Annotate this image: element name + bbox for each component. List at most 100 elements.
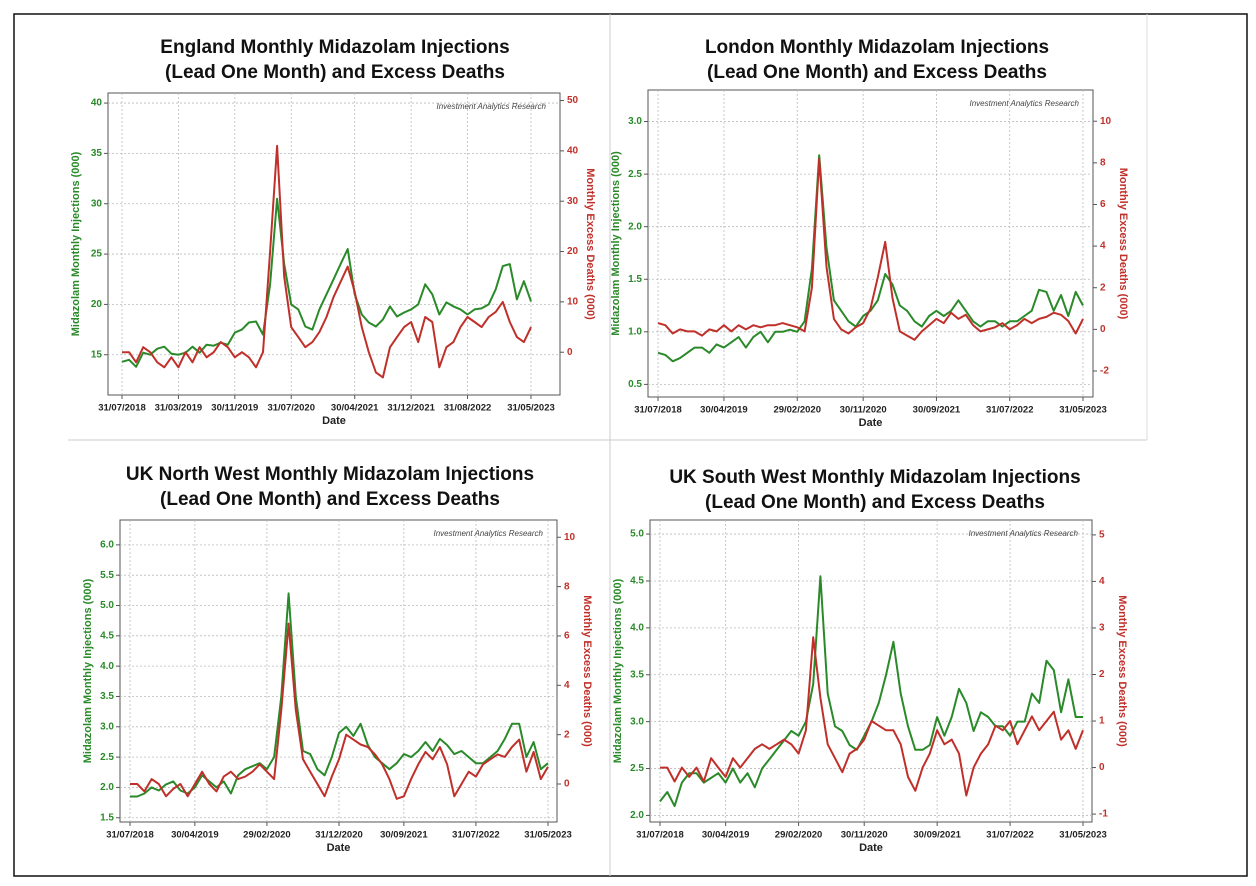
y2-axis-label: Monthly Excess Deaths (000) — [584, 168, 596, 320]
x-tick-label: 30/09/2021 — [913, 830, 961, 841]
series-line — [657, 157, 1084, 341]
chart-title: (Lead One Month) and Excess Deaths — [165, 62, 505, 83]
x-tick-label: 31/05/2023 — [507, 403, 555, 414]
series-line — [660, 636, 1084, 797]
y2-axis-label: Monthly Excess Deaths (000) — [1116, 595, 1128, 747]
y2-tick-label: 40 — [567, 146, 579, 157]
y-tick-label: 3.5 — [100, 691, 114, 702]
annotation: Investment Analytics Research — [436, 102, 546, 111]
plot-area — [107, 92, 561, 396]
series-line — [130, 592, 549, 798]
y-tick-label: 15 — [91, 349, 103, 360]
y-tick-label: 2.0 — [100, 782, 114, 793]
series-line — [122, 144, 532, 379]
x-tick-label: 30/11/2020 — [840, 405, 887, 416]
y2-tick-label: 50 — [567, 95, 579, 106]
x-tick-label: 31/08/2022 — [444, 403, 492, 414]
y2-tick-label: 2 — [564, 729, 570, 740]
y2-tick-label: 0 — [1100, 324, 1106, 335]
y2-tick-label: 1 — [1099, 716, 1105, 727]
y2-tick-label: 10 — [564, 532, 576, 543]
y-tick-label: 2.5 — [630, 763, 644, 774]
x-tick-label: 30/04/2019 — [171, 830, 219, 841]
y-axis-label: Midazolam Monthly Injections (000) — [612, 578, 624, 763]
y2-axis-label: Monthly Excess Deaths (000) — [581, 595, 593, 747]
y2-tick-label: 0 — [567, 347, 573, 358]
y2-tick-label: 0 — [1099, 762, 1105, 773]
y-tick-label: 25 — [91, 249, 103, 260]
plot-area — [119, 519, 558, 823]
y-tick-label: 1.5 — [628, 274, 642, 285]
y-tick-label: 20 — [91, 299, 103, 310]
series-line — [130, 622, 549, 800]
plot-area — [649, 519, 1093, 823]
y2-tick-label: 10 — [567, 297, 579, 308]
x-tick-label: 31/03/2019 — [155, 403, 203, 414]
chart-title: (Lead One Month) and Excess Deaths — [707, 62, 1047, 83]
chart-title: London Monthly Midazolam Injections — [705, 37, 1049, 58]
plot-area — [647, 89, 1094, 398]
y2-tick-label: 8 — [1100, 157, 1106, 168]
y-tick-label: 3.0 — [630, 716, 644, 727]
x-tick-label: 30/04/2021 — [331, 403, 379, 414]
y-tick-label: 3.0 — [100, 721, 114, 732]
series-line — [121, 197, 532, 368]
annotation: Investment Analytics Research — [433, 529, 543, 538]
x-tick-label: 31/07/2018 — [98, 403, 146, 414]
y-tick-label: 6.0 — [100, 540, 114, 551]
y2-tick-label: 4 — [1100, 241, 1106, 252]
y-tick-label: 3.0 — [628, 116, 642, 127]
y-tick-label: 1.5 — [100, 812, 114, 823]
x-axis-label: Date — [322, 415, 346, 427]
x-tick-label: 30/09/2021 — [913, 405, 961, 416]
y2-tick-label: 5 — [1099, 530, 1105, 541]
annotation: Investment Analytics Research — [968, 529, 1078, 538]
y-tick-label: 5.0 — [100, 600, 114, 611]
x-tick-label: 30/11/2019 — [211, 403, 258, 414]
x-tick-label: 31/07/2020 — [267, 403, 315, 414]
chart-title: (Lead One Month) and Excess Deaths — [705, 492, 1045, 513]
x-tick-label: 29/02/2020 — [775, 830, 823, 841]
x-tick-label: 31/07/2018 — [106, 830, 154, 841]
x-tick-label: 29/02/2020 — [773, 405, 821, 416]
y2-tick-label: -1 — [1099, 809, 1108, 820]
x-axis-label: Date — [859, 842, 883, 854]
x-tick-label: 31/05/2023 — [524, 830, 572, 841]
y2-tick-label: 4 — [564, 680, 570, 691]
x-tick-label: 30/11/2020 — [841, 830, 888, 841]
y2-tick-label: 4 — [1099, 576, 1105, 587]
y-tick-label: 0.5 — [628, 379, 642, 390]
y-tick-label: 3.5 — [630, 669, 644, 680]
x-tick-label: 31/07/2022 — [986, 405, 1034, 416]
y-tick-label: 4.0 — [630, 622, 644, 633]
y-tick-label: 2.0 — [628, 221, 642, 232]
y-tick-label: 30 — [91, 198, 103, 209]
y-tick-label: 5.0 — [630, 529, 644, 540]
x-tick-label: 31/12/2020 — [315, 830, 363, 841]
x-tick-label: 30/04/2019 — [700, 405, 748, 416]
x-axis-label: Date — [859, 417, 883, 429]
x-tick-label: 29/02/2020 — [243, 830, 291, 841]
y2-tick-label: 0 — [564, 779, 570, 790]
y-axis-label: Midazolam Monthly Injections (000) — [82, 578, 94, 763]
x-tick-label: 30/09/2021 — [380, 830, 428, 841]
y2-tick-label: 2 — [1100, 282, 1106, 293]
y-tick-label: 4.5 — [100, 630, 114, 641]
y2-tick-label: 6 — [1100, 199, 1106, 210]
y2-tick-label: 8 — [564, 581, 570, 592]
y-tick-label: 40 — [91, 98, 103, 109]
y2-tick-label: -2 — [1100, 366, 1109, 377]
annotation: Investment Analytics Research — [969, 99, 1079, 108]
chart-title: England Monthly Midazolam Injections — [160, 37, 509, 58]
chart-title: UK South West Monthly Midazolam Injectio… — [669, 467, 1080, 488]
x-tick-label: 31/07/2018 — [634, 405, 682, 416]
y-tick-label: 2.5 — [628, 169, 642, 180]
series-line — [657, 154, 1084, 363]
y-tick-label: 35 — [91, 148, 103, 159]
y-axis-label: Midazolam Monthly Injections (000) — [70, 151, 82, 336]
x-axis-label: Date — [327, 842, 351, 854]
y-axis-label: Midazolam Monthly Injections (000) — [610, 151, 622, 336]
y-tick-label: 2.0 — [630, 810, 644, 821]
y-tick-label: 4.5 — [630, 576, 644, 587]
